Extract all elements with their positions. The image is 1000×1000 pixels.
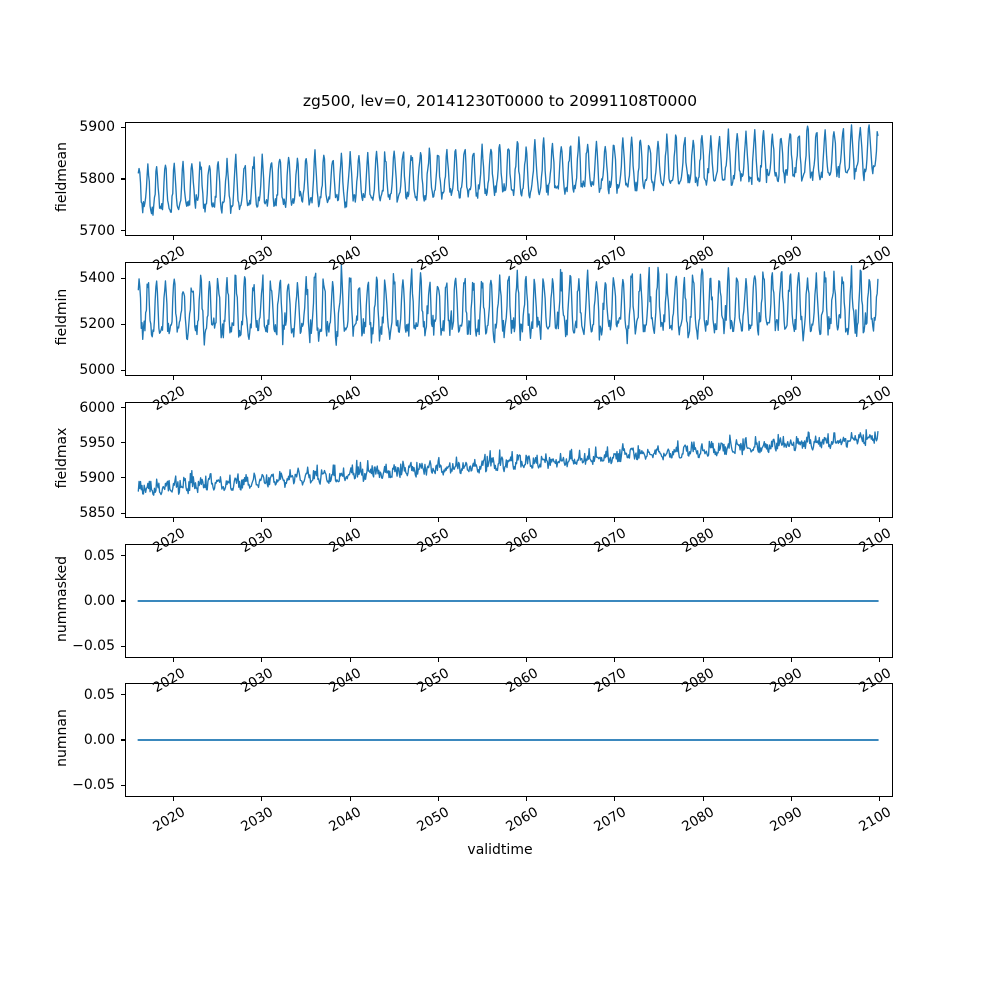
x-tick-mark (437, 236, 439, 241)
data-line (137, 124, 879, 216)
y-tick-mark (120, 126, 125, 128)
x-tick-mark (261, 236, 263, 241)
x-tick-mark (790, 236, 793, 241)
x-tick-mark (790, 376, 793, 381)
x-tick-mark (349, 518, 351, 523)
x-tick-mark (702, 797, 704, 802)
x-tick-mark (349, 236, 351, 241)
x-tick-mark (526, 797, 528, 802)
y-tick-label: 5400 (79, 270, 115, 287)
x-tick-mark (879, 797, 881, 802)
y-tick-label: 6000 (79, 399, 115, 416)
x-tick-mark (702, 376, 704, 381)
x-axis-label: validtime (467, 842, 533, 858)
x-tick-mark (702, 236, 704, 241)
x-tick-mark (790, 518, 793, 523)
x-tick-mark (261, 658, 263, 663)
x-tick-mark (437, 518, 439, 523)
y-tick-mark (120, 512, 125, 514)
x-tick-mark (437, 376, 439, 381)
x-tick-mark (614, 518, 616, 523)
y-tick-label: 5700 (79, 222, 115, 239)
y-tick-label: 5200 (79, 316, 115, 333)
y-axis-label-numnan: numnan (54, 709, 70, 767)
series-line-numnan (137, 739, 879, 741)
x-tick-mark (614, 797, 616, 802)
x-tick-mark (879, 658, 881, 663)
y-tick-label: 0.00 (83, 732, 115, 748)
data-line (137, 429, 879, 496)
y-tick-label: 5950 (79, 434, 115, 451)
x-tick-mark (702, 658, 704, 663)
x-tick-mark (349, 658, 351, 663)
x-tick-mark (173, 518, 175, 523)
x-tick-mark (790, 797, 793, 802)
y-axis-label-fieldmin: fieldmin (54, 288, 70, 346)
x-tick-mark (702, 518, 704, 523)
plot-panel-nummasked (125, 544, 893, 658)
x-tick-mark (879, 518, 881, 523)
y-tick-mark (120, 694, 125, 696)
x-tick-mark (526, 658, 528, 663)
x-tick-mark (173, 236, 175, 241)
y-tick-label: 0.05 (83, 547, 115, 564)
y-tick-mark (120, 323, 125, 325)
y-tick-mark (120, 477, 125, 479)
x-tick-mark (173, 658, 175, 663)
x-tick-mark (173, 376, 175, 381)
x-tick-mark (261, 376, 263, 381)
y-tick-label: 5900 (79, 469, 115, 486)
x-tick-mark (614, 236, 616, 241)
y-tick-label: 5850 (79, 505, 115, 522)
y-tick-mark (120, 277, 125, 279)
x-tick-mark (173, 797, 175, 802)
y-tick-label: 5900 (79, 119, 115, 136)
plot-panel-fieldmax (125, 402, 893, 518)
plot-panel-fieldmin (125, 262, 893, 376)
x-tick-mark (349, 797, 351, 802)
y-tick-mark (120, 600, 125, 602)
x-tick-mark (349, 376, 351, 381)
series-line-nummasked (137, 600, 879, 602)
x-tick-mark (526, 376, 528, 381)
series-line-fieldmin (137, 264, 879, 346)
y-tick-mark (120, 645, 125, 647)
y-tick-mark (120, 442, 125, 444)
x-tick-mark (526, 236, 528, 241)
y-tick-label: 5800 (79, 171, 115, 187)
y-tick-label: 5000 (79, 362, 115, 379)
x-tick-mark (261, 518, 263, 523)
series-line-fieldmax (137, 429, 879, 496)
y-tick-label: −0.05 (72, 638, 115, 655)
y-tick-label: 0.05 (83, 686, 115, 703)
plot-panel-fieldmean (125, 122, 893, 236)
y-tick-label: −0.05 (72, 777, 115, 794)
y-tick-mark (120, 784, 125, 786)
y-tick-label: 0.00 (83, 593, 115, 609)
x-tick-mark (437, 797, 439, 802)
y-tick-mark (120, 407, 125, 409)
x-tick-mark (614, 658, 616, 663)
x-tick-mark (614, 376, 616, 381)
y-tick-mark (120, 178, 125, 180)
figure-title: zg500, lev=0, 20141230T0000 to 20991108T… (302, 92, 698, 110)
x-tick-mark (526, 518, 528, 523)
x-tick-mark (879, 376, 881, 381)
x-tick-mark (261, 797, 263, 802)
y-axis-label-fieldmean: fieldmean (54, 142, 70, 212)
x-tick-mark (790, 658, 793, 663)
plot-panel-numnan (125, 683, 893, 797)
data-line (137, 264, 879, 346)
y-axis-label-nummasked: nummasked (54, 556, 70, 643)
y-tick-mark (120, 555, 125, 557)
y-tick-mark (120, 230, 125, 232)
y-tick-mark (120, 369, 125, 371)
x-tick-mark (879, 236, 881, 241)
series-line-fieldmean (137, 124, 879, 216)
y-axis-label-fieldmax: fieldmax (54, 427, 70, 489)
x-tick-mark (437, 658, 439, 663)
y-tick-mark (120, 739, 125, 741)
